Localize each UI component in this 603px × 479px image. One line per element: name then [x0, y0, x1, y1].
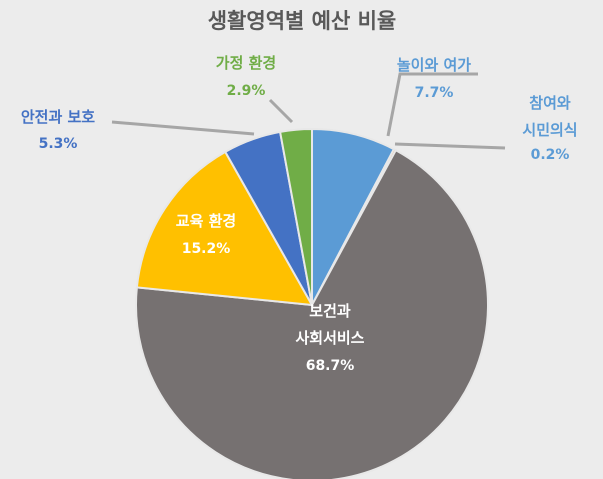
- slice-value-3: 15.2%: [182, 241, 231, 257]
- slice-label-2-line-0: 보건과: [309, 302, 351, 320]
- slice-label-0-line-0: 놀이와 여가: [397, 56, 471, 74]
- slice-value-5: 2.9%: [227, 83, 266, 99]
- leader-line-0: [386, 72, 478, 137]
- slice-label-1-line-0: 참여와: [529, 94, 571, 112]
- slice-label-2-line-1: 사회서비스: [295, 329, 364, 347]
- pie-slices: [135, 127, 489, 479]
- pie-slice-5: [278, 127, 313, 306]
- slice-value-1: 0.2%: [531, 147, 570, 163]
- leader-lines: [111, 72, 506, 150]
- slice-value-2: 68.7%: [306, 358, 355, 374]
- slice-value-0: 7.7%: [415, 85, 454, 101]
- chart-title: 생활영역별 예산 비율: [208, 9, 397, 33]
- pie-slice-3: [135, 150, 314, 307]
- leader-line-1: [394, 142, 506, 150]
- leader-line-5: [268, 98, 294, 124]
- slice-label-1-line-1: 시민의식: [522, 121, 577, 139]
- slice-label-4-line-0: 안전과 보호: [21, 108, 95, 126]
- slice-value-4: 5.3%: [39, 136, 78, 152]
- pie-slice-2: [135, 148, 489, 479]
- slice-label-5-line-0: 가정 환경: [216, 54, 276, 72]
- leader-line-4: [111, 120, 255, 136]
- slice-label-3-line-0: 교육 환경: [176, 212, 236, 230]
